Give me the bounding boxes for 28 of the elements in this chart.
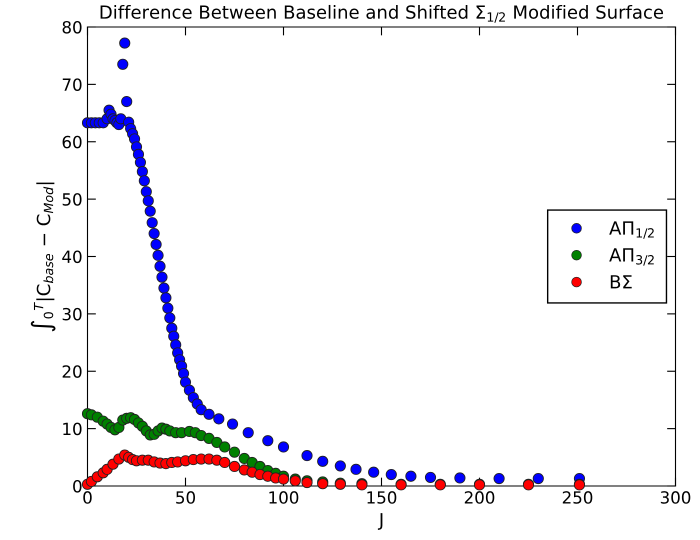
y-tick-label: 0 — [73, 480, 82, 493]
legend-label: AΠ$_{1/2}$ — [609, 221, 654, 239]
point — [219, 441, 230, 453]
legend-label: AΠ$_{3/2}$ — [609, 248, 654, 266]
point — [211, 436, 222, 448]
point — [219, 456, 230, 468]
x-tick-label: 300 — [660, 491, 690, 504]
point — [228, 446, 240, 458]
x-tick-label: 50 — [176, 491, 195, 504]
x-tick-label: 100 — [269, 491, 298, 504]
y-tick-label: 40 — [62, 250, 82, 264]
x-axis-title: J — [378, 513, 382, 530]
y-tick-label: 10 — [63, 422, 82, 436]
y-tick-label: 80 — [62, 20, 82, 34]
x-tick-label: 250 — [562, 491, 592, 504]
y-tick-label: 30 — [62, 308, 82, 320]
x-tick-label: 150 — [367, 491, 396, 504]
legend-label: BΣ — [610, 275, 632, 288]
point — [228, 460, 240, 472]
y-tick-label: 50 — [62, 193, 82, 206]
chart-title: Difference Between Baseline and Shifted Σ$_{1/2}$ Modified Surface — [100, 4, 664, 23]
point — [278, 474, 290, 485]
y-tick-label: 60 — [62, 136, 82, 148]
x-tick-label: 200 — [464, 491, 494, 504]
y-tick-label: 70 — [62, 78, 82, 91]
y-axis-title: ∫$_{0}$$^{T}$|C$_{base}$ − C$_{Mod}$| — [30, 182, 56, 332]
y-tick-label: 20 — [62, 365, 82, 378]
x-tick-label: 0 — [83, 491, 92, 504]
